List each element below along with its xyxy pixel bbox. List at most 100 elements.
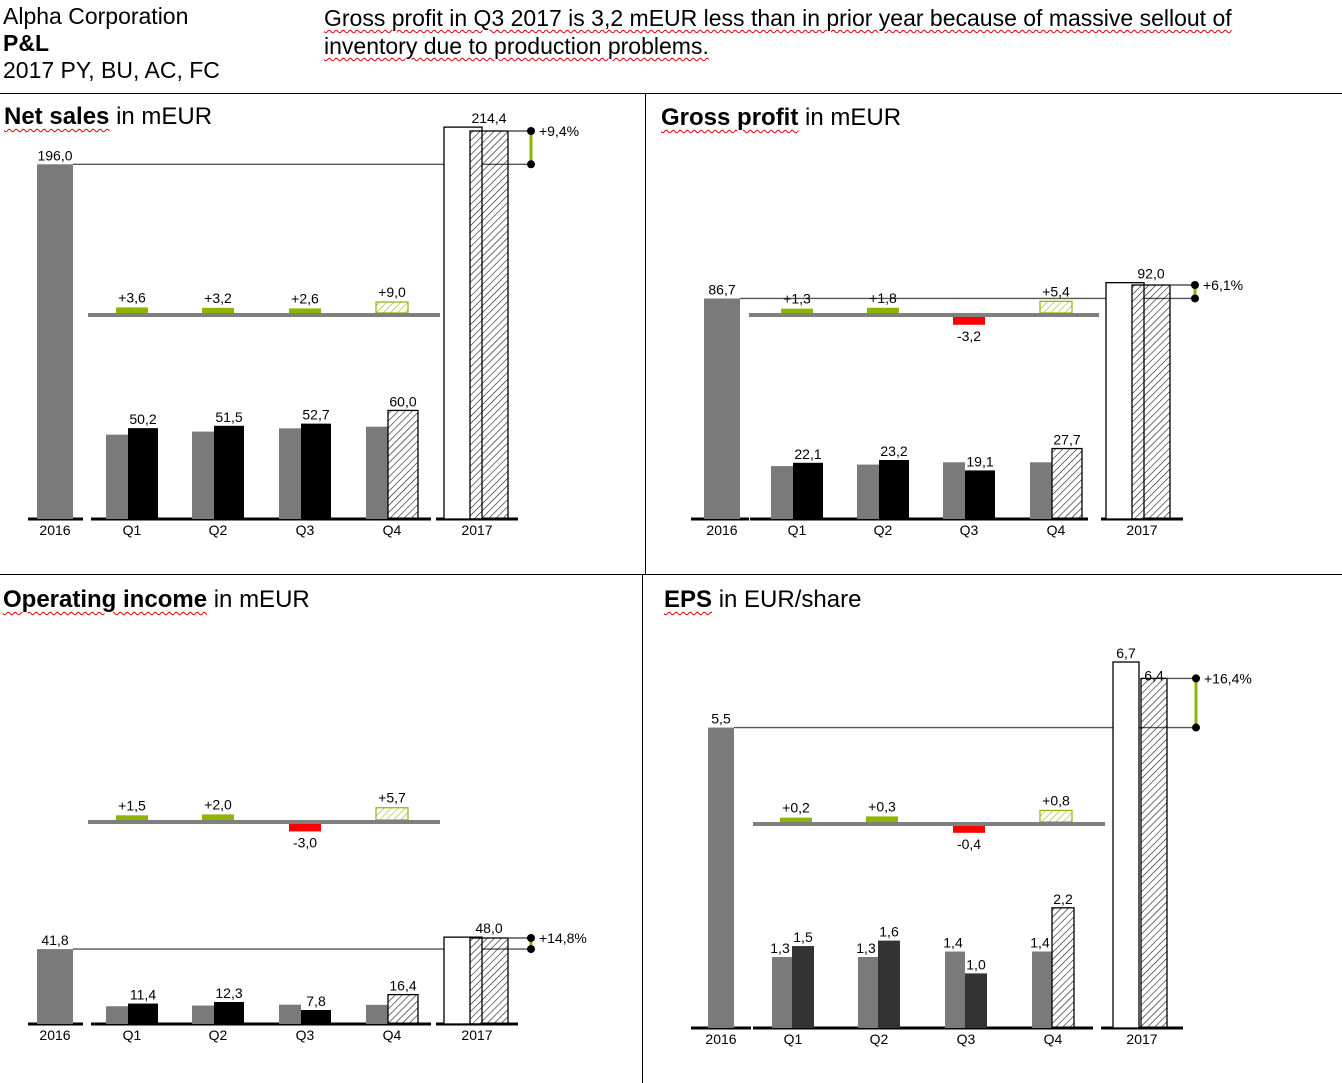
value-label-2016: 86,7 bbox=[708, 281, 735, 297]
axis-label-q2: Q2 bbox=[870, 1031, 889, 1047]
py-bar-q4 bbox=[366, 1004, 388, 1024]
py-bar-q2 bbox=[857, 464, 879, 519]
variance-label-q1: +1,5 bbox=[118, 797, 146, 813]
key-message: Gross profit in Q3 2017 is 3,2 mEUR less… bbox=[324, 5, 1232, 59]
change-marker-dot-bottom bbox=[527, 945, 535, 954]
value-label-2017: 48,0 bbox=[475, 920, 502, 936]
py-bar-q1 bbox=[106, 1006, 128, 1024]
bar-2017 bbox=[1140, 677, 1168, 1029]
ac-bar-q2 bbox=[214, 425, 244, 519]
py-bar-q3 bbox=[943, 462, 965, 519]
py-label-q1: 1,3 bbox=[770, 940, 790, 956]
axis-label-q3: Q3 bbox=[960, 522, 979, 538]
gross-profit-chart: 86,7 2016 22,1 Q1 +1,3 23,2 Q2 +1,8 19,1 Q3 -3,2 27… bbox=[691, 266, 1243, 538]
py-bar-q2 bbox=[858, 956, 878, 1028]
axis-label-q3: Q3 bbox=[296, 522, 315, 538]
bar-2016 bbox=[37, 949, 73, 1024]
eps-chart: 5,520161,51,3Q1+0,21,61,3Q2+0,31,01,4Q3-… bbox=[691, 645, 1252, 1047]
py-label-q4: 1,4 bbox=[1030, 935, 1050, 951]
variance-label-q3: -3,0 bbox=[293, 834, 317, 850]
forecast-bar-q4 bbox=[387, 993, 419, 1025]
ac-bar-q1 bbox=[792, 946, 814, 1028]
value-label-q1: 50,2 bbox=[129, 411, 156, 427]
axis-label-q1: Q1 bbox=[788, 522, 807, 538]
bar-2017 bbox=[469, 937, 509, 1025]
bar-2016 bbox=[704, 298, 740, 519]
value-label-q2: 51,5 bbox=[215, 409, 242, 425]
variance-label-q3: -0,4 bbox=[957, 836, 981, 852]
py-bar-q2 bbox=[192, 431, 214, 519]
forecast-bar-q4 bbox=[1051, 447, 1083, 520]
change-marker-dot-top bbox=[1191, 281, 1199, 289]
py-bar-q3 bbox=[945, 951, 965, 1028]
variance-bar-q4 bbox=[1039, 809, 1073, 823]
ac-bar-q2 bbox=[879, 459, 909, 519]
chart-title-bold: Net sales bbox=[4, 103, 110, 130]
variance-label-q3: +2,6 bbox=[291, 290, 319, 306]
bar-2017 bbox=[469, 130, 509, 520]
axis-label-q2: Q2 bbox=[209, 522, 228, 538]
change-marker-dot-bottom bbox=[1191, 294, 1199, 303]
py-bar-q4 bbox=[1032, 951, 1052, 1028]
ac-bar-q2 bbox=[214, 1001, 244, 1024]
variance-bar-q1 bbox=[780, 817, 812, 822]
change-percent-label: +9,4% bbox=[539, 123, 579, 139]
value-label-q2: 12,3 bbox=[215, 985, 242, 1001]
ac-bar-q2 bbox=[878, 940, 900, 1028]
value-label-q1: 1,5 bbox=[793, 929, 813, 945]
variance-label-q2: +0,3 bbox=[868, 798, 896, 814]
header-divider bbox=[0, 93, 1342, 94]
variance-label-q2: +3,2 bbox=[204, 290, 232, 306]
value-label-2017: 6,4 bbox=[1144, 667, 1164, 683]
value-label-2017-py: 6,7 bbox=[1116, 645, 1136, 661]
report-name: P&L bbox=[3, 30, 49, 56]
py-bar-q3 bbox=[279, 428, 301, 519]
axis-label-q1: Q1 bbox=[123, 522, 142, 538]
ac-bar-q3 bbox=[301, 1010, 331, 1024]
variance-bar-q3 bbox=[289, 308, 321, 313]
variance-bar-q3 bbox=[953, 317, 985, 325]
bar-2017-outline bbox=[1112, 661, 1140, 1029]
change-percent-label: +16,4% bbox=[1204, 670, 1252, 686]
value-label-2017: 214,4 bbox=[471, 110, 506, 126]
axis-label-q2: Q2 bbox=[209, 1027, 228, 1043]
variance-label-q2: +2,0 bbox=[204, 796, 232, 812]
variance-bar-q1 bbox=[781, 308, 813, 313]
axis-label-q4: Q4 bbox=[383, 522, 402, 538]
py-label-q2: 1,3 bbox=[856, 940, 876, 956]
axis-label-q4: Q4 bbox=[1047, 522, 1066, 538]
value-label-2016: 196,0 bbox=[37, 147, 72, 163]
value-label-q4: 16,4 bbox=[389, 978, 416, 994]
variance-bar-q4 bbox=[375, 807, 409, 821]
chart-title-bold: EPS bbox=[664, 586, 713, 613]
ac-bar-q3 bbox=[965, 470, 995, 519]
variance-bar-q4 bbox=[1039, 300, 1073, 314]
ac-bar-q1 bbox=[793, 462, 823, 519]
variance-label-q4: +5,4 bbox=[1042, 283, 1070, 299]
py-bar-q2 bbox=[192, 1005, 214, 1024]
value-label-2016: 41,8 bbox=[41, 932, 68, 948]
operating-income-chart: 41,8 2016 11,4 Q1 +1,5 12,3 Q2 +2,0 7,8 Q3 -3,0 16,… bbox=[28, 790, 587, 1043]
change-marker-dot-bottom bbox=[527, 160, 535, 169]
variance-label-q1: +0,2 bbox=[782, 800, 810, 816]
axis-label-q4: Q4 bbox=[1044, 1031, 1063, 1047]
axis-label-2016: 2016 bbox=[39, 1027, 70, 1043]
axis-label-q3: Q3 bbox=[957, 1031, 976, 1047]
variance-bar-q4 bbox=[375, 301, 409, 314]
panel-title-eps: EPS in EUR/share bbox=[664, 586, 861, 614]
value-label-q4: 60,0 bbox=[389, 393, 416, 409]
change-percent-label: +14,8% bbox=[539, 930, 587, 946]
net-sales-chart: 196,0 2016 50,2 Q1 +3,6 51,5 Q2 +3,2 52,7 Q3 +2,6 6… bbox=[28, 110, 579, 538]
variance-label-q4: +9,0 bbox=[378, 284, 406, 300]
company-name: Alpha Corporation bbox=[3, 3, 189, 29]
value-label-2016: 5,5 bbox=[711, 711, 731, 727]
change-marker-dot-top bbox=[527, 934, 535, 942]
value-label-q4: 2,2 bbox=[1053, 891, 1073, 907]
report-header: Alpha Corporation P&L 2017 PY, BU, AC, F… bbox=[3, 3, 220, 84]
axis-label-2017: 2017 bbox=[461, 522, 492, 538]
py-bar-q4 bbox=[1030, 462, 1052, 519]
value-label-q3: 52,7 bbox=[302, 407, 329, 423]
value-label-2017: 92,0 bbox=[1137, 266, 1164, 282]
chart-title-bold: Gross profit bbox=[661, 104, 799, 131]
chart-title-unit: in mEUR bbox=[798, 104, 902, 131]
